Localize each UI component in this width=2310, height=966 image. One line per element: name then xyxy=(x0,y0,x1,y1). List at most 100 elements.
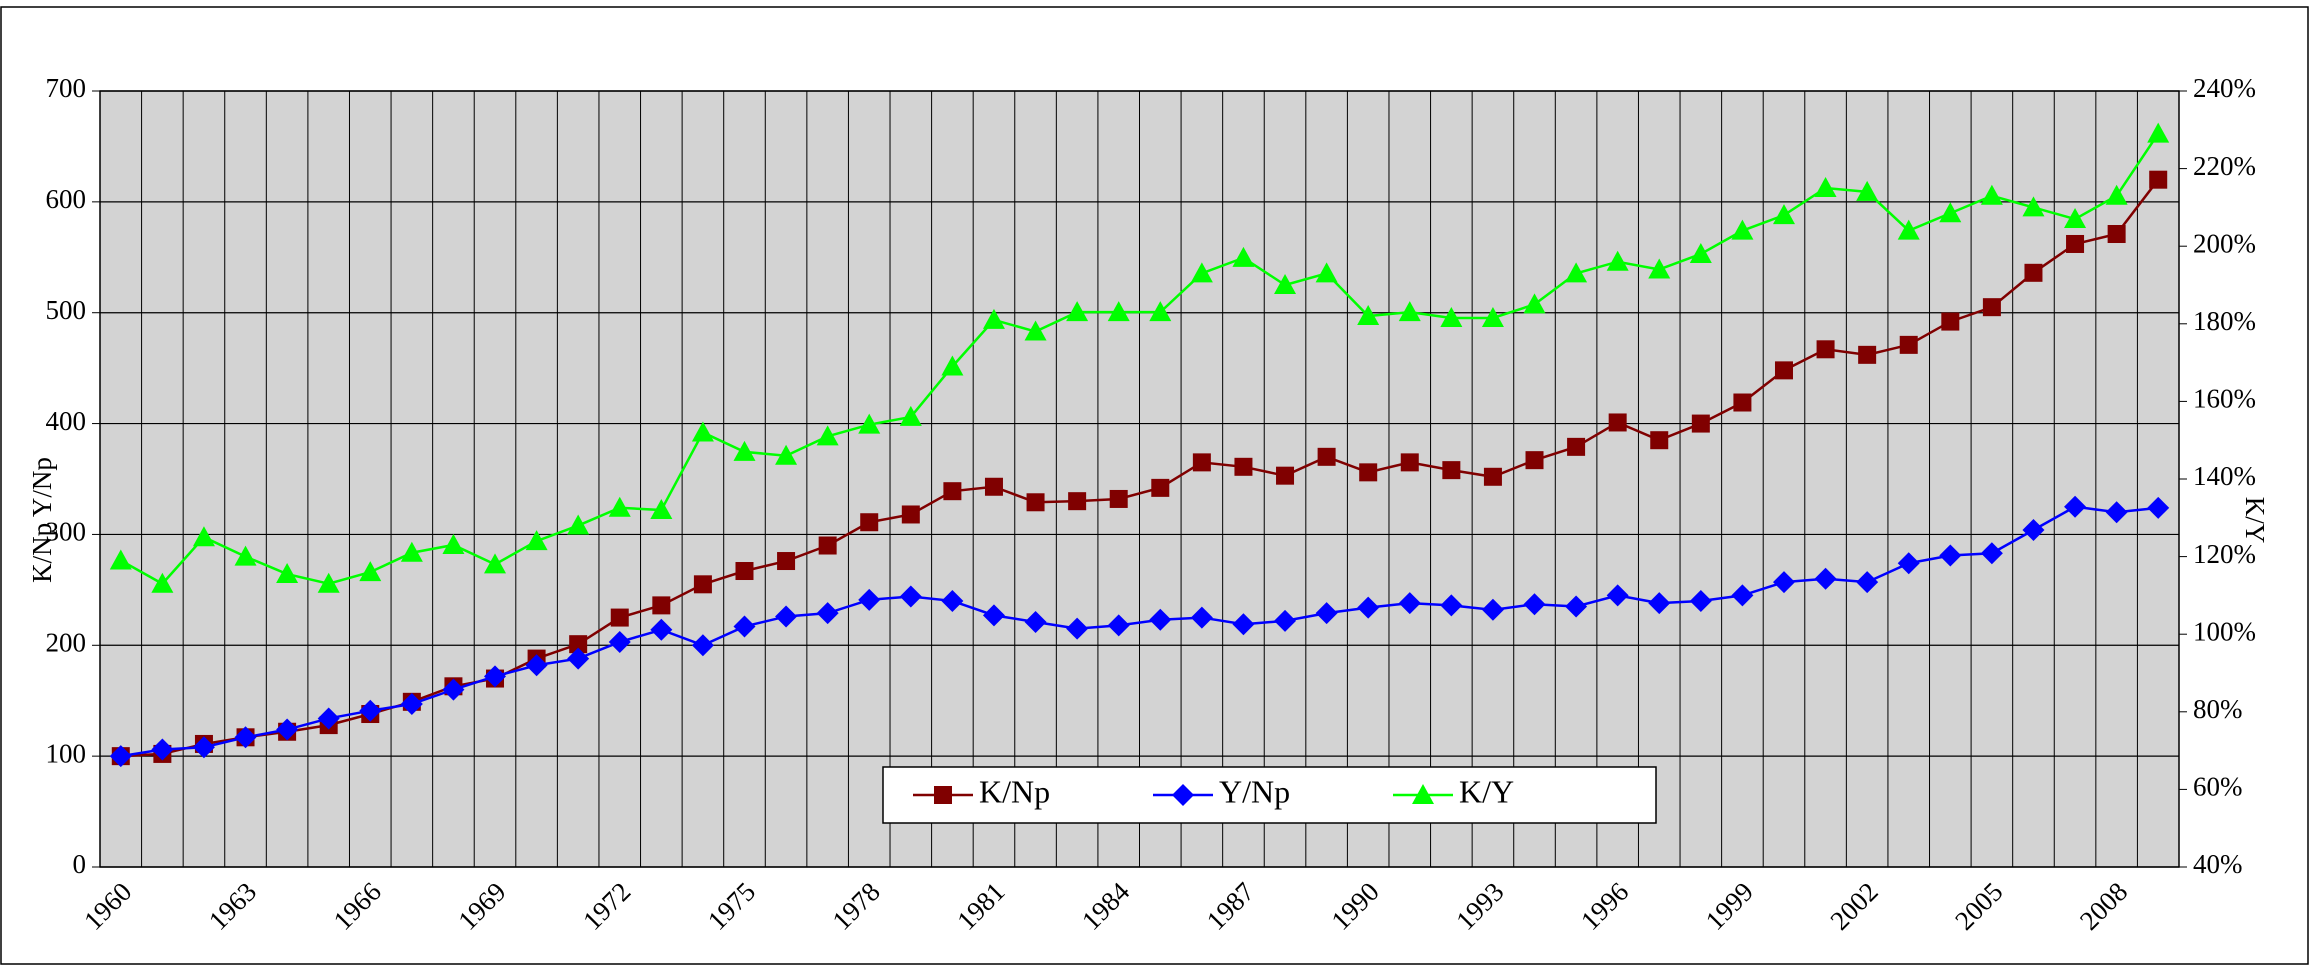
point xyxy=(484,665,507,688)
y-tick-label: 200 xyxy=(46,627,87,657)
point xyxy=(1606,250,1629,271)
point xyxy=(1567,437,1586,456)
point xyxy=(1481,306,1504,327)
point xyxy=(1565,262,1588,283)
point xyxy=(1939,202,1962,223)
point xyxy=(442,533,465,554)
point xyxy=(1648,592,1671,615)
point xyxy=(943,482,962,501)
point xyxy=(1648,258,1671,279)
point xyxy=(569,635,588,654)
point xyxy=(1398,301,1421,322)
point xyxy=(1398,592,1421,615)
point xyxy=(567,514,590,535)
point xyxy=(1357,596,1380,619)
point xyxy=(608,630,631,653)
point xyxy=(359,699,382,722)
point xyxy=(317,572,340,593)
point xyxy=(1691,414,1710,433)
point xyxy=(858,413,881,434)
point xyxy=(1856,571,1879,594)
point xyxy=(192,736,215,759)
point xyxy=(2064,208,2087,229)
point xyxy=(1317,447,1336,466)
y-tick-label: 700 xyxy=(46,73,87,103)
y2-tick-label: 240% xyxy=(2193,73,2256,103)
point xyxy=(1897,552,1920,575)
point xyxy=(941,589,964,612)
point xyxy=(1650,431,1669,450)
point xyxy=(899,405,922,426)
legend-label: Y/Np xyxy=(1219,773,1290,809)
point xyxy=(941,355,964,376)
point xyxy=(1523,293,1546,314)
point xyxy=(1359,463,1378,482)
point xyxy=(1897,219,1920,240)
point xyxy=(1731,584,1754,607)
point xyxy=(1814,567,1837,590)
point xyxy=(1107,301,1130,322)
point xyxy=(1941,312,1960,331)
point xyxy=(1274,274,1297,294)
point xyxy=(317,707,340,730)
point xyxy=(442,678,465,701)
point xyxy=(525,654,548,677)
point xyxy=(1816,340,1835,359)
point xyxy=(1068,492,1087,511)
point xyxy=(1151,478,1170,497)
y-tick-label: 600 xyxy=(46,184,87,214)
point xyxy=(1149,301,1172,322)
point xyxy=(1689,242,1712,263)
point xyxy=(1024,320,1047,341)
point xyxy=(484,553,507,574)
point xyxy=(650,499,673,520)
legend-box xyxy=(882,766,1657,824)
y-tick-label: 300 xyxy=(46,517,87,547)
point xyxy=(1980,542,2003,565)
point xyxy=(775,605,798,628)
point xyxy=(1357,305,1380,326)
point xyxy=(1107,614,1130,637)
point xyxy=(1315,262,1338,283)
legend-marker xyxy=(1412,784,1434,804)
point xyxy=(1109,489,1128,508)
point xyxy=(1192,453,1211,472)
point xyxy=(2024,263,2043,282)
point xyxy=(984,477,1003,496)
legend-label: K/Y xyxy=(1459,773,1514,809)
point xyxy=(109,745,132,768)
y2-tick-label: 120% xyxy=(2193,539,2256,569)
point xyxy=(1232,246,1255,267)
point xyxy=(276,563,299,584)
point xyxy=(1024,611,1047,634)
y2-tick-label: 220% xyxy=(2193,151,2256,181)
point xyxy=(608,496,631,517)
point xyxy=(691,634,714,657)
point xyxy=(2066,234,2085,253)
point xyxy=(1731,219,1754,240)
point xyxy=(858,588,881,611)
legend-marker xyxy=(934,786,952,804)
point xyxy=(1525,451,1544,470)
point xyxy=(1190,262,1213,283)
y2-tick-label: 200% xyxy=(2193,228,2256,258)
y-axis-label: K/Np Y/Np xyxy=(27,457,57,583)
point xyxy=(192,526,215,547)
y-tick-label: 0 xyxy=(73,849,87,879)
point xyxy=(1814,177,1837,197)
point xyxy=(860,513,879,532)
point xyxy=(525,530,548,551)
point xyxy=(2105,501,2128,524)
point xyxy=(1481,598,1504,621)
point xyxy=(2022,196,2045,217)
point xyxy=(1772,204,1795,225)
point xyxy=(1523,593,1546,616)
y-tick-label: 400 xyxy=(46,406,87,436)
point xyxy=(2147,496,2170,519)
point xyxy=(901,505,920,524)
y2-tick-label: 180% xyxy=(2193,306,2256,336)
point xyxy=(775,444,798,465)
point xyxy=(2064,495,2087,518)
point xyxy=(1982,298,2001,317)
point xyxy=(1276,466,1295,485)
